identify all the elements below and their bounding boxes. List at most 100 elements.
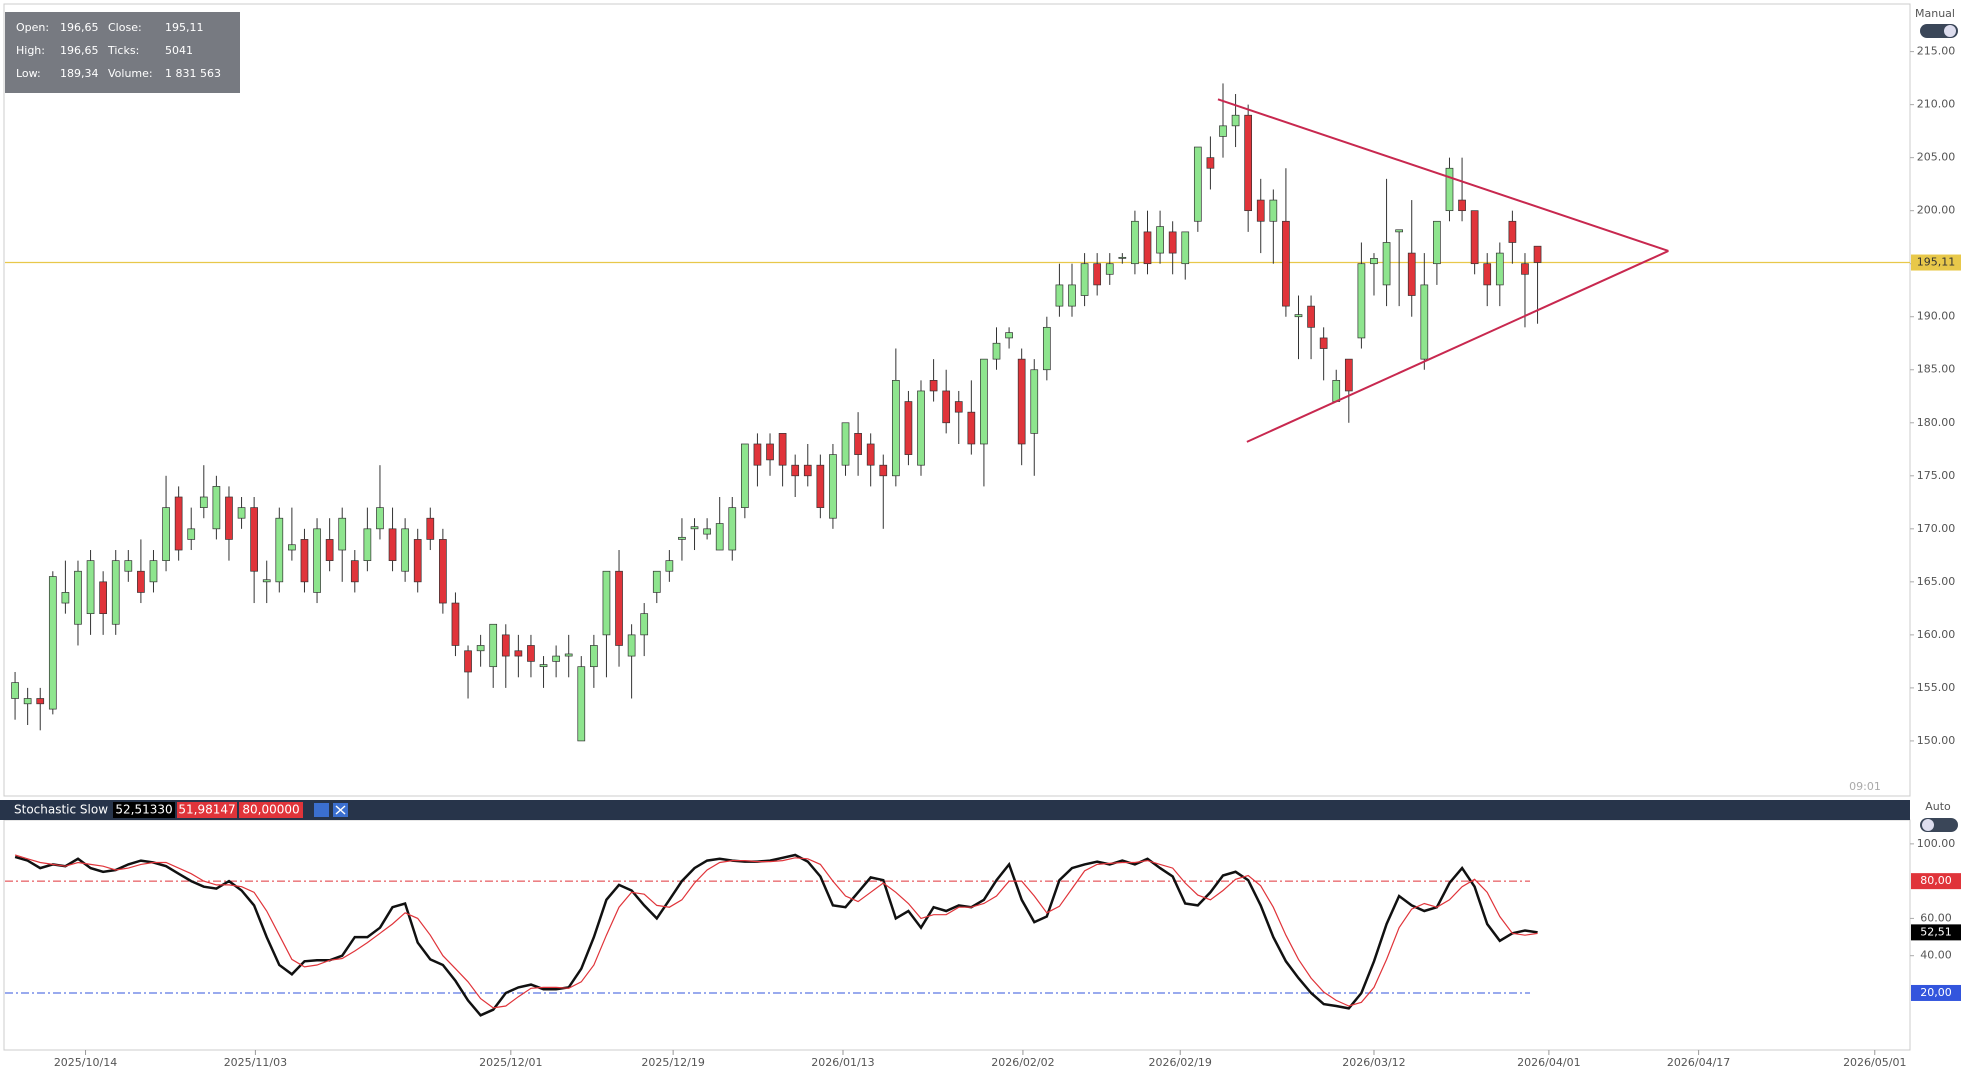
x-tick-label: 2026/01/13 bbox=[811, 1056, 874, 1069]
candle-body bbox=[1433, 220, 1441, 265]
candle-body bbox=[1231, 114, 1240, 127]
candle-body bbox=[1244, 114, 1253, 212]
candle-body bbox=[149, 560, 158, 583]
candle-body bbox=[23, 698, 32, 705]
candle-body bbox=[162, 507, 170, 561]
candle-body bbox=[1307, 305, 1315, 328]
x-tick-label: 2026/04/01 bbox=[1517, 1056, 1580, 1069]
ind-frame bbox=[3, 819, 1911, 1051]
candle-body bbox=[1269, 199, 1278, 222]
candle-body bbox=[1105, 263, 1114, 275]
candle-body bbox=[401, 528, 409, 572]
candle-body bbox=[74, 570, 82, 625]
info-text: 196,65 bbox=[60, 21, 99, 34]
y-tick-label: 175.00 bbox=[1917, 469, 1956, 482]
candle-body bbox=[1357, 263, 1366, 339]
candle-body bbox=[48, 576, 57, 710]
candle-body bbox=[841, 422, 850, 466]
candle-body bbox=[1017, 358, 1026, 445]
info-text: 189,34 bbox=[60, 67, 99, 80]
x-tick-label: 2025/12/19 bbox=[641, 1056, 704, 1069]
candle-body bbox=[1470, 210, 1479, 265]
candle-body bbox=[652, 570, 661, 593]
candle-body bbox=[766, 443, 774, 461]
info-text: Low: bbox=[16, 67, 41, 80]
x-tick-label: 2025/12/01 bbox=[479, 1056, 542, 1069]
candle-body bbox=[187, 528, 196, 540]
candle-body bbox=[1193, 146, 1202, 222]
candle-body bbox=[552, 655, 560, 662]
candle-body bbox=[11, 682, 19, 699]
icon-settings[interactable] bbox=[314, 803, 329, 817]
candle-body bbox=[590, 645, 598, 668]
time-label: 09:01 bbox=[1849, 780, 1881, 793]
candle-body bbox=[791, 464, 800, 477]
candle-body bbox=[350, 560, 359, 583]
toggle-knob bbox=[1922, 819, 1934, 831]
candle-body bbox=[300, 539, 309, 583]
value-box-label: 20,00 bbox=[1920, 986, 1952, 999]
header-value-box bbox=[239, 802, 303, 818]
candle-body bbox=[1407, 252, 1416, 296]
header-value: 51,98147 bbox=[178, 803, 235, 817]
candle-body bbox=[225, 496, 233, 540]
candle-body bbox=[363, 528, 372, 561]
y-tick-label: 160.00 bbox=[1917, 628, 1956, 641]
candle-body bbox=[803, 464, 812, 477]
candle-body bbox=[879, 464, 888, 477]
candle-body bbox=[1156, 226, 1164, 254]
value-box-label: 80,00 bbox=[1920, 874, 1952, 887]
candle-body bbox=[1168, 231, 1177, 254]
candle-body bbox=[36, 698, 45, 705]
candle-body bbox=[1042, 326, 1051, 371]
candle-body bbox=[1344, 358, 1353, 392]
candle-body bbox=[451, 602, 460, 646]
candle-body bbox=[778, 433, 787, 466]
x-tick-label: 2025/11/03 bbox=[224, 1056, 287, 1069]
x-tick-label: 2026/03/12 bbox=[1342, 1056, 1405, 1069]
candle-body bbox=[388, 528, 397, 561]
info-text: Ticks: bbox=[107, 44, 139, 57]
info-text: 5041 bbox=[165, 44, 193, 57]
candle-body bbox=[1131, 220, 1139, 265]
candle-body bbox=[954, 401, 963, 413]
candle-body bbox=[992, 342, 1001, 360]
candle-body bbox=[288, 544, 296, 551]
candle-body bbox=[1483, 263, 1492, 286]
info-text: Close: bbox=[108, 21, 142, 34]
y-tick-label: 170.00 bbox=[1917, 522, 1956, 535]
y-tick-label: 180.00 bbox=[1917, 416, 1956, 429]
info-text: 196,65 bbox=[60, 44, 99, 57]
candle-body bbox=[1080, 263, 1089, 296]
candle-body bbox=[829, 454, 837, 519]
y-tick-label: 155.00 bbox=[1917, 681, 1956, 694]
candle-body bbox=[1508, 220, 1517, 243]
candle-body bbox=[929, 380, 938, 392]
candle-body bbox=[854, 433, 862, 455]
x-tick-label: 2026/02/19 bbox=[1149, 1056, 1212, 1069]
candle-body bbox=[602, 570, 611, 636]
main-frame bbox=[3, 3, 1911, 797]
y-tick-label: 150.00 bbox=[1917, 734, 1956, 747]
candle-body bbox=[199, 496, 208, 508]
candle-body bbox=[1533, 245, 1542, 263]
info-text: Volume: bbox=[108, 67, 153, 80]
candle-body bbox=[250, 507, 258, 572]
info-box bbox=[5, 12, 240, 93]
candle-body bbox=[715, 523, 724, 551]
candle-body bbox=[640, 613, 649, 636]
y-tick-label: 60.00 bbox=[1920, 911, 1952, 924]
candle-body bbox=[1521, 263, 1529, 275]
candle-body bbox=[866, 443, 875, 466]
candle-body bbox=[376, 507, 384, 530]
candle-body bbox=[1420, 284, 1429, 360]
y-tick-label: 165.00 bbox=[1917, 575, 1956, 588]
candle-body bbox=[262, 579, 271, 583]
candle-body bbox=[313, 528, 321, 593]
header-value-box bbox=[177, 802, 237, 818]
candle-body bbox=[527, 645, 535, 662]
info-text: Open: bbox=[16, 21, 49, 34]
candle-body bbox=[816, 464, 825, 508]
